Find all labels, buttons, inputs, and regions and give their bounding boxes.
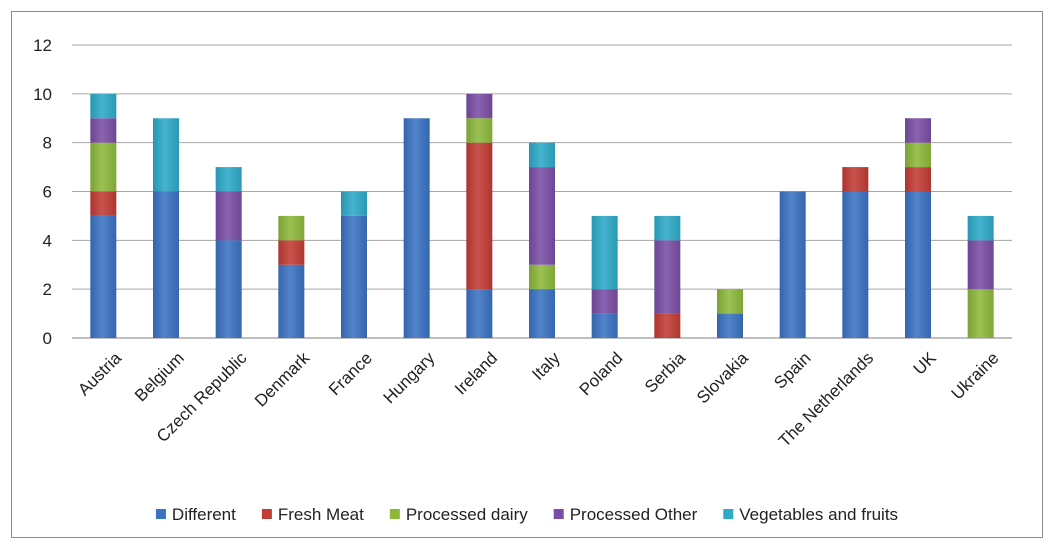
legend-swatch bbox=[155, 509, 166, 519]
bar-segment bbox=[341, 191, 367, 216]
x-tick-label: France bbox=[325, 348, 376, 399]
x-tick-label: Italy bbox=[528, 348, 564, 384]
y-tick-label: 12 bbox=[33, 36, 52, 55]
y-tick-label: 2 bbox=[43, 280, 52, 299]
bar-segment bbox=[591, 289, 618, 314]
bar-segment bbox=[466, 142, 493, 290]
bar-segment bbox=[215, 240, 242, 338]
bar-segment bbox=[90, 142, 117, 192]
bar-segment bbox=[278, 215, 305, 241]
x-tick-label: Hungary bbox=[380, 348, 439, 407]
bar-segment bbox=[90, 215, 117, 338]
bar-segment bbox=[90, 191, 117, 216]
bar-segment bbox=[529, 264, 555, 290]
bar-segment bbox=[842, 191, 869, 338]
bar-segment bbox=[654, 215, 681, 241]
bar-segment bbox=[90, 118, 117, 143]
bar-segment bbox=[591, 215, 618, 290]
legend-label: Fresh Meat bbox=[278, 505, 364, 524]
legend-swatch bbox=[723, 509, 734, 519]
bar-segment bbox=[717, 289, 743, 314]
bar-segment bbox=[278, 264, 305, 338]
legend-swatch bbox=[261, 509, 272, 519]
bar-segment bbox=[654, 240, 681, 314]
y-tick-label: 6 bbox=[43, 183, 52, 202]
x-tick-label: Slovakia bbox=[693, 348, 752, 407]
y-axis-ticks: 0 2 4 6 8 10 12 bbox=[33, 36, 52, 348]
bar-segment bbox=[905, 118, 931, 143]
x-tick-label: Poland bbox=[576, 348, 627, 399]
bar-segment bbox=[90, 93, 117, 119]
bar-segment bbox=[905, 191, 931, 338]
bar-segment bbox=[905, 167, 931, 192]
y-tick-label: 8 bbox=[43, 134, 52, 153]
y-tick-label: 10 bbox=[33, 85, 52, 104]
x-tick-label: UK bbox=[910, 348, 941, 379]
bar-segment bbox=[967, 289, 994, 338]
legend-item: Fresh Meat bbox=[261, 505, 364, 524]
chart-frame bbox=[11, 11, 1043, 538]
x-tick-label: Denmark bbox=[251, 348, 314, 411]
bar-segment bbox=[278, 240, 305, 265]
x-tick-label: Belgium bbox=[131, 348, 188, 405]
bar-segment bbox=[153, 118, 179, 192]
legend: Different Fresh Meat Processed dairy Proces… bbox=[155, 505, 898, 524]
y-tick-label: 0 bbox=[43, 329, 52, 348]
bar-segment bbox=[466, 93, 493, 119]
legend-label: Vegetables and fruits bbox=[739, 505, 898, 524]
x-tick-label: Ireland bbox=[451, 348, 501, 398]
legend-label: Different bbox=[172, 505, 236, 524]
bar-segment bbox=[842, 167, 869, 192]
legend-item: Processed dairy bbox=[389, 505, 528, 524]
x-tick-label: Serbia bbox=[641, 348, 690, 397]
bar-segment bbox=[905, 142, 931, 168]
bar-segment bbox=[403, 118, 430, 338]
bar-segment bbox=[341, 215, 367, 338]
bar-segment bbox=[215, 167, 242, 192]
bar-segment bbox=[215, 191, 242, 241]
legend-swatch bbox=[389, 509, 400, 519]
bar-segment bbox=[466, 118, 493, 143]
bar-segment bbox=[779, 191, 806, 338]
bars bbox=[90, 93, 994, 338]
bar-segment bbox=[529, 142, 555, 168]
x-tick-label: Ukraine bbox=[948, 348, 1003, 403]
legend-item: Different bbox=[155, 505, 236, 524]
legend-label: Processed Other bbox=[570, 505, 698, 524]
bar-segment bbox=[153, 191, 179, 338]
legend-item: Processed Other bbox=[553, 505, 698, 524]
x-tick-label: Austria bbox=[74, 348, 125, 399]
bar-segment bbox=[967, 240, 994, 290]
bar-segment bbox=[529, 167, 555, 265]
bar-segment bbox=[466, 289, 493, 338]
legend-swatch bbox=[553, 509, 564, 519]
bar-segment bbox=[654, 313, 681, 338]
legend-item: Vegetables and fruits bbox=[723, 505, 898, 524]
legend-label: Processed dairy bbox=[406, 505, 528, 524]
bar-segment bbox=[967, 215, 994, 241]
y-tick-label: 4 bbox=[43, 231, 52, 250]
bar-segment bbox=[529, 289, 555, 338]
bar-segment bbox=[591, 313, 618, 338]
x-tick-label: Spain bbox=[770, 348, 814, 392]
bar-segment bbox=[717, 313, 743, 338]
